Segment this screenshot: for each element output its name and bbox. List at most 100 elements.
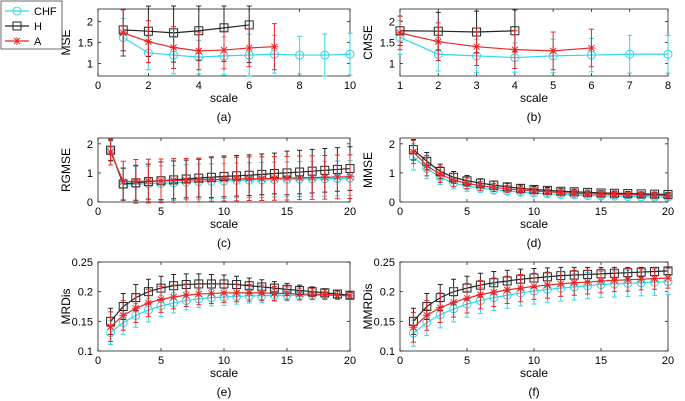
data-point xyxy=(623,190,632,199)
data-point xyxy=(409,323,418,332)
x-tick-label: 5 xyxy=(464,206,470,218)
data-point xyxy=(144,37,153,46)
data-point xyxy=(295,173,304,182)
data-point xyxy=(476,290,485,299)
data-point xyxy=(345,49,355,59)
x-tick-label: 15 xyxy=(281,355,293,367)
panel-b: 1 2 3 4 5 6 7 8 1 1.5 2 scale CMSE (b) xyxy=(361,8,673,124)
x-tick-label: 0 xyxy=(95,355,101,367)
data-point xyxy=(422,311,431,320)
data-point xyxy=(144,298,153,307)
data-point xyxy=(257,288,266,297)
series-A xyxy=(409,139,672,200)
data-point xyxy=(106,322,115,331)
data-point xyxy=(623,275,632,284)
data-point xyxy=(449,298,458,307)
panel-e: 0 5 10 15 20 0.1 0.15 0.2 0.25 scale MRDis (e) xyxy=(59,257,356,399)
data-point xyxy=(597,276,605,285)
data-point xyxy=(637,275,646,284)
legend-label: H xyxy=(34,21,42,33)
x-tick-label: 15 xyxy=(595,206,607,218)
data-point xyxy=(207,175,216,184)
data-point xyxy=(476,181,485,190)
data-point xyxy=(270,289,279,298)
x-tick-label: 20 xyxy=(662,355,674,367)
x-tick-label: 6 xyxy=(588,80,594,92)
panel-caption: (a) xyxy=(217,110,232,124)
y-tick-label: 1.5 xyxy=(78,38,93,50)
data-point xyxy=(516,284,525,293)
y-tick-label: 0.2 xyxy=(380,287,395,299)
data-point xyxy=(597,190,605,199)
x-tick-label: 6 xyxy=(246,80,252,92)
legend-marker xyxy=(13,37,21,45)
series-A xyxy=(396,15,596,71)
data-point xyxy=(543,187,552,196)
data-point xyxy=(664,191,672,200)
data-point xyxy=(194,290,203,299)
data-point xyxy=(144,177,153,186)
x-tick-label: 4 xyxy=(196,80,202,92)
x-tick-label: 0 xyxy=(95,80,101,92)
series-line xyxy=(399,32,592,52)
x-tick-label: 3 xyxy=(474,80,480,92)
y-axis-label: RGMSE xyxy=(59,148,73,192)
data-point xyxy=(320,290,329,299)
legend-marker xyxy=(12,21,22,31)
x-tick-label: 10 xyxy=(218,355,230,367)
y-tick-label: 0.1 xyxy=(380,346,395,358)
y-tick-label: 2 xyxy=(389,17,395,29)
x-tick-label: 2 xyxy=(145,80,151,92)
data-point xyxy=(169,293,178,302)
x-tick-label: 5 xyxy=(158,206,164,218)
data-point xyxy=(308,290,317,299)
data-point xyxy=(570,189,579,198)
data-point xyxy=(157,176,165,185)
data-point xyxy=(220,46,228,55)
data-point xyxy=(610,276,619,285)
data-point xyxy=(320,173,329,182)
series-A xyxy=(106,282,354,343)
data-point xyxy=(119,177,128,186)
data-point xyxy=(295,290,304,299)
data-point xyxy=(119,311,128,320)
panel-f: 0 5 10 15 20 0.1 0.15 0.2 0.25 scale MMRDis (f) xyxy=(361,257,674,399)
x-tick-label: 15 xyxy=(595,355,607,367)
x-tick-label: 2 xyxy=(435,80,441,92)
data-point xyxy=(463,179,471,188)
x-axis-label: scale xyxy=(210,217,238,231)
y-axis-label: MMSE xyxy=(361,152,375,188)
y-axis-label: CMSE xyxy=(361,25,375,60)
y-tick-label: 2 xyxy=(389,139,395,151)
data-point xyxy=(220,288,228,297)
data-point xyxy=(333,291,342,300)
y-axis-label: MMRDis xyxy=(361,284,375,330)
data-point xyxy=(396,28,404,37)
x-tick-label: 5 xyxy=(158,355,164,367)
y-axis-label: MRDis xyxy=(59,289,73,325)
data-point xyxy=(106,147,115,156)
x-tick-label: 8 xyxy=(665,80,671,92)
y-tick-label: 0.25 xyxy=(72,257,93,269)
y-tick-label: 2 xyxy=(87,139,93,151)
legend-label: A xyxy=(34,36,42,48)
legend-marker xyxy=(12,6,22,16)
data-point xyxy=(320,50,330,60)
legend-label: CHF xyxy=(34,6,57,18)
y-tick-label: 1 xyxy=(389,58,395,70)
x-tick-label: 10 xyxy=(528,355,540,367)
data-point xyxy=(489,288,498,297)
data-point xyxy=(308,173,317,182)
data-point xyxy=(182,291,191,300)
x-tick-label: 20 xyxy=(662,206,674,218)
data-point xyxy=(232,175,241,184)
data-point xyxy=(207,289,216,298)
x-tick-label: 20 xyxy=(344,355,356,367)
panel-c: 0 5 10 15 20 0 1 2 scale RGMSE (c) xyxy=(59,137,356,250)
data-point xyxy=(503,184,512,193)
x-axis-label: scale xyxy=(520,366,548,380)
panel-caption: (e) xyxy=(217,385,232,399)
data-point xyxy=(549,46,558,55)
data-point xyxy=(245,174,254,183)
data-point xyxy=(346,291,354,300)
